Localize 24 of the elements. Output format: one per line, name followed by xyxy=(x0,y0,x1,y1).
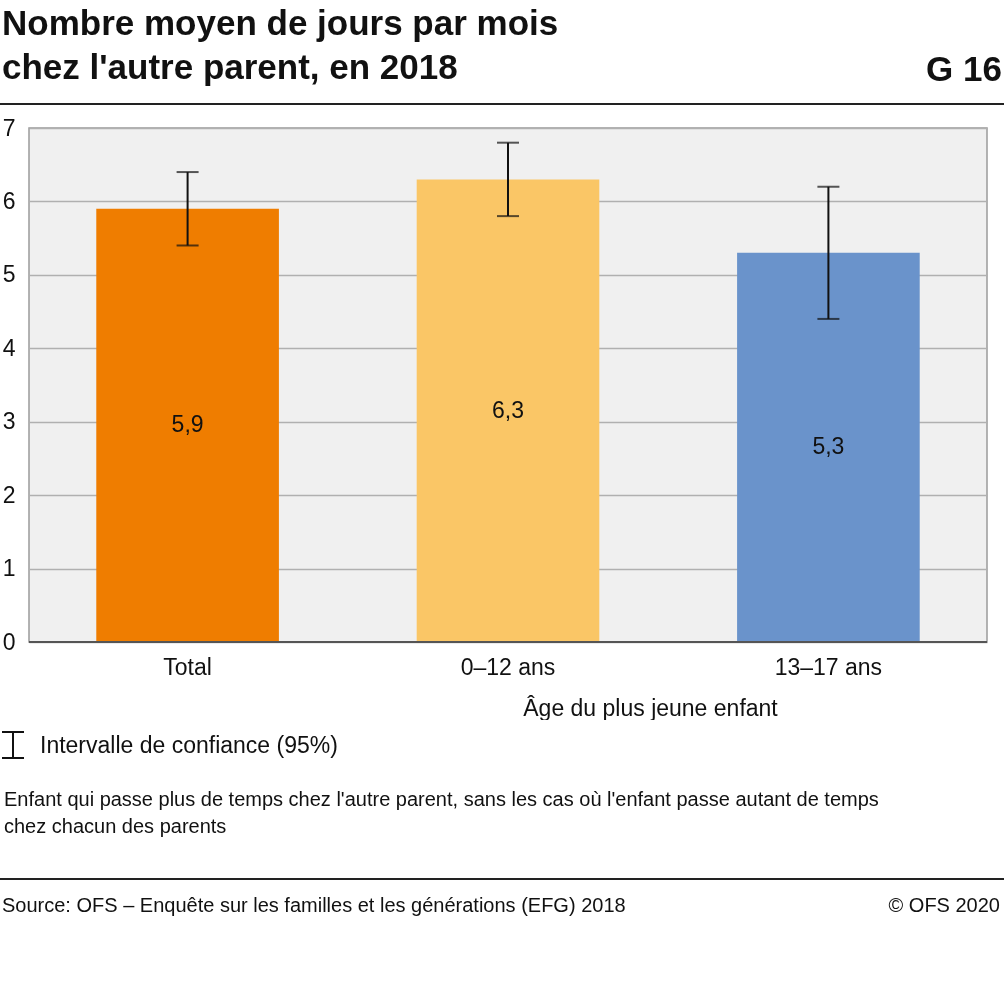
data-label: 5,3 xyxy=(812,433,845,460)
y-tick-label: 6 xyxy=(2,187,16,214)
source-note: Source: OFS – Enquête sur les familles et les générations (EFG) 2018 xyxy=(2,894,626,917)
data-label: 6,3 xyxy=(492,396,524,423)
y-tick-label: 1 xyxy=(2,555,16,582)
text: G 16 xyxy=(926,49,1002,89)
bar xyxy=(737,252,920,642)
x-tick-label: Total xyxy=(163,653,212,680)
y-tick-label: 7 xyxy=(2,114,16,141)
x-tick-label: 0–12 ans xyxy=(460,653,556,680)
y-tick-label: 4 xyxy=(2,334,16,361)
y-tick-label: 2 xyxy=(2,481,16,508)
y-tick-label: 0 xyxy=(2,628,16,655)
x-tick-label: 13–17 ans xyxy=(774,653,883,680)
text: © OFS 2020 xyxy=(888,894,1000,917)
data-label: 5,9 xyxy=(171,411,204,438)
chart-title: Nombre moyen de jours par mois chez l'autre parent, en 2018 xyxy=(2,2,560,88)
text: Intervalle de confiance (95%) xyxy=(40,731,338,759)
bar xyxy=(96,208,279,642)
x-axis-title: Âge du plus jeune enfant xyxy=(523,694,779,721)
y-tick-label: 3 xyxy=(2,408,16,435)
text: Enfant qui passe plus de temps chez l'autre parent, sans les cas où l'enfant passe autant de temps chez chacun des parents xyxy=(4,787,880,839)
bar xyxy=(416,179,600,642)
y-tick-label: 5 xyxy=(2,261,16,288)
